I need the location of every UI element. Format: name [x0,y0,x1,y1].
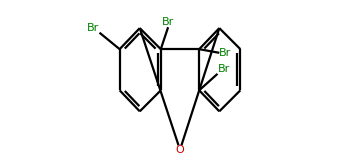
Circle shape [176,146,184,154]
Text: Br: Br [87,23,99,33]
Text: Br: Br [217,64,230,74]
Text: O: O [176,145,184,155]
Text: Br: Br [219,48,231,58]
Text: Br: Br [162,17,174,27]
